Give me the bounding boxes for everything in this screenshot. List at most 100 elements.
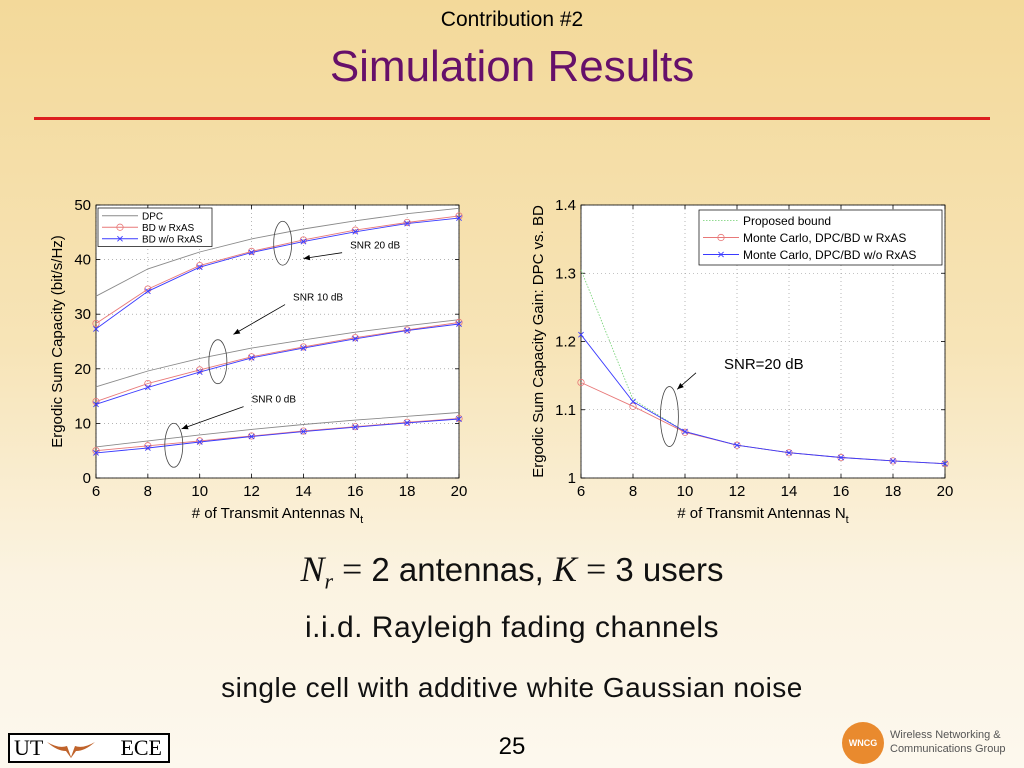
series-line [95,323,460,405]
y-tick-label: 1.2 [555,334,576,351]
legend-marker [117,235,123,242]
x-tick-label: 14 [295,483,312,500]
data-point [248,249,255,256]
data-point [300,345,307,351]
y-axis-label: Ergodic Sum Capacity Gain: DPC vs. BD [530,205,547,478]
plot-frame [95,204,460,479]
ut-logo-text: UT [14,735,44,760]
data-point [630,398,636,405]
data-point [300,238,307,245]
legend-label: BD w RxAS [142,223,195,234]
wncg-logo: WNCG Wireless Networking & Communication… [842,722,1022,766]
data-point [92,319,100,328]
wncg-logo-text: Wireless Networking & Communications Gro… [890,728,1006,756]
series-line [95,412,460,448]
wncg-line-1: Wireless Networking & [890,729,1001,741]
y-tick-label: 1.1 [555,402,576,419]
title-rule [34,117,990,120]
ece-logo-text: ECE [120,735,162,760]
caption-users: 3 users [615,551,724,588]
data-point [196,369,203,375]
series-line [580,334,946,465]
annotation-arrow [181,406,244,430]
x-tick-label: 16 [833,483,850,500]
x-tick-label: 6 [577,483,585,500]
legend-marker [718,251,724,258]
series-line [95,217,460,330]
data-point [942,460,948,467]
y-tick-label: 40 [74,252,91,269]
data-point [300,428,307,435]
capacity-chart: 6 8 10 12 14 16 18 20 0 10 20 30 40 50 # of Transmit A… [49,197,468,526]
annotation-arrow [233,304,286,335]
data-point [247,353,256,361]
annotation-ellipse [208,339,228,385]
y-tick-label: 1 [568,470,576,487]
x-tick-label: 8 [144,483,152,500]
data-point [144,445,151,451]
x-tick-label: 12 [729,483,746,500]
data-point [196,264,203,271]
wncg-line-2: Communications Group [890,743,1006,755]
series-line [95,207,460,297]
series-line [95,321,460,403]
x-tick-label: 18 [885,483,902,500]
data-point [404,220,411,227]
caption-system-params: Nr = 2 antennas, K = 3 users [0,548,1024,595]
x-axis-label-subscript: t [846,514,849,526]
data-point [352,335,359,342]
x-tick-label: 10 [191,483,208,500]
y-tick-label: 30 [74,306,91,323]
data-point [577,378,585,387]
data-point [144,288,151,295]
chart-legend: Proposed bound Monte Carlo, DPC/BD w RxAS… [698,209,943,266]
x-axis-label: # of Transmit Antennas Nt [677,505,848,526]
x-tick-label: 10 [677,483,694,500]
data-point [93,401,99,408]
annotation-arrowhead [181,424,189,430]
data-point [299,236,308,244]
data-point [144,442,152,450]
data-point [196,366,204,374]
y-tick-label: 1.3 [555,265,576,282]
data-point [93,326,99,332]
data-point [144,285,152,293]
legend-marker [717,233,725,242]
longhorn-icon [47,742,96,758]
series-line [95,215,460,324]
data-point [144,384,151,391]
x-tick-label: 16 [347,483,364,500]
caption-equals-2: = [577,549,616,589]
data-point [456,416,462,422]
annotation-ellipse [164,422,184,468]
series-line [95,418,460,452]
caption-math-k: K [553,549,578,589]
caption-channel-model: i.i.d. Rayleigh fading channels [304,611,720,644]
legend-box [698,209,943,266]
data-point [404,419,411,426]
y-axis-label: Ergodic Sum Capacity (bit/s/Hz) [49,235,66,448]
caption-math-nr: N [300,549,325,589]
legend-label: DPC [142,211,163,222]
annotation-arrowhead [233,328,241,335]
legend-marker [116,223,124,231]
data-point [196,262,204,270]
data-point [196,439,203,445]
data-point [196,437,204,445]
x-tick-label: 20 [451,483,468,500]
annotation-label: SNR 20 dB [350,241,400,252]
y-tick-label: 50 [74,197,91,214]
annotation-label: SNR 0 dB [252,395,297,406]
legend-label: Proposed bound [743,214,831,228]
page-number: 25 [498,733,526,760]
slide-title: Simulation Results [329,42,695,91]
legend-label: Monte Carlo, DPC/BD w/o RxAS [743,248,916,262]
data-point [455,318,463,326]
data-point [838,454,844,461]
data-point [351,334,359,342]
slide-subtitle: Contribution #2 [440,8,584,31]
x-tick-label: 14 [781,483,798,500]
series-line [95,418,460,454]
capacity-gain-chart: 6 8 10 12 14 16 18 20 1 1.1 1.2 1.3 1.4 # of Transmit… [530,197,953,526]
